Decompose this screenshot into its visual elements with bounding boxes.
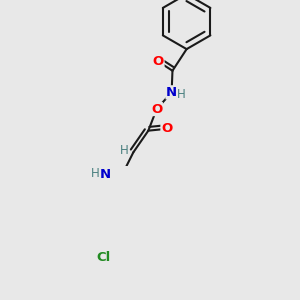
Text: Cl: Cl: [96, 251, 110, 265]
Text: H: H: [91, 167, 99, 180]
Text: O: O: [151, 103, 162, 116]
Text: N: N: [166, 86, 177, 99]
Text: H: H: [120, 144, 129, 157]
Text: N: N: [100, 168, 111, 181]
Text: H: H: [176, 88, 185, 100]
Text: O: O: [161, 122, 172, 136]
Text: O: O: [153, 55, 164, 68]
